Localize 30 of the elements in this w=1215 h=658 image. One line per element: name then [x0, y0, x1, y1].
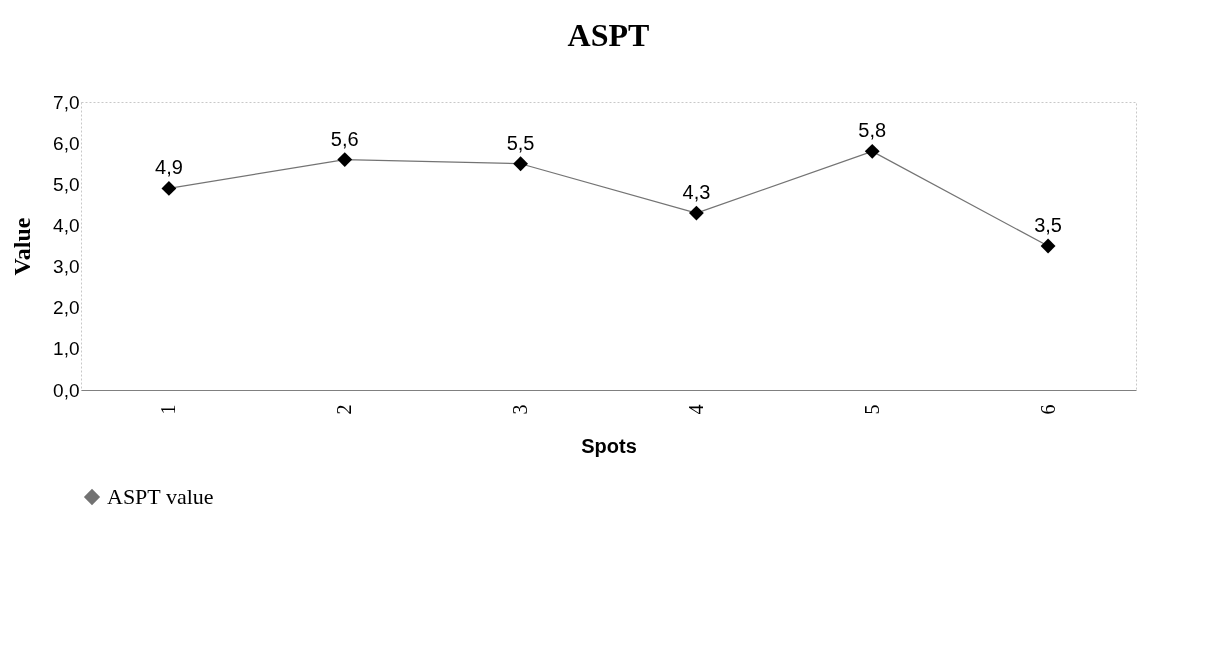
x-tick-label: 1 [157, 404, 180, 415]
data-label: 5,6 [330, 127, 359, 150]
y-axis-title: Value [9, 217, 36, 276]
x-tick-label: 4 [684, 404, 707, 415]
data-label: 3,5 [1034, 214, 1062, 236]
y-tick-label: 4,0 [53, 214, 80, 236]
y-tick-label: 7,0 [53, 91, 80, 113]
y-tick-label: 6,0 [53, 132, 80, 154]
x-axis-title: Spots [581, 434, 637, 457]
point [337, 152, 353, 168]
y-tick-label: 3,0 [53, 256, 80, 278]
x-tick-label: 6 [1036, 404, 1059, 415]
x-tick-label: 3 [509, 404, 532, 415]
chart-title: ASPT [567, 17, 650, 53]
point [689, 205, 704, 221]
data-label: 5,5 [506, 131, 535, 154]
data-label: 4,9 [155, 156, 183, 179]
point [864, 143, 880, 159]
legend-label: ASPT value [107, 484, 214, 509]
x-tick-label: 5 [860, 404, 883, 415]
x-tick-label: 2 [333, 404, 356, 415]
point [161, 180, 177, 196]
data-label: 4,3 [682, 181, 711, 204]
point [1040, 238, 1056, 254]
y-tick-label: 1,0 [53, 338, 80, 360]
y-tick-label: 0,0 [53, 379, 80, 401]
point [513, 156, 528, 172]
y-tick-label: 5,0 [53, 173, 80, 195]
y-tick-label: 2,0 [53, 297, 80, 319]
data-label: 5,8 [858, 119, 887, 142]
